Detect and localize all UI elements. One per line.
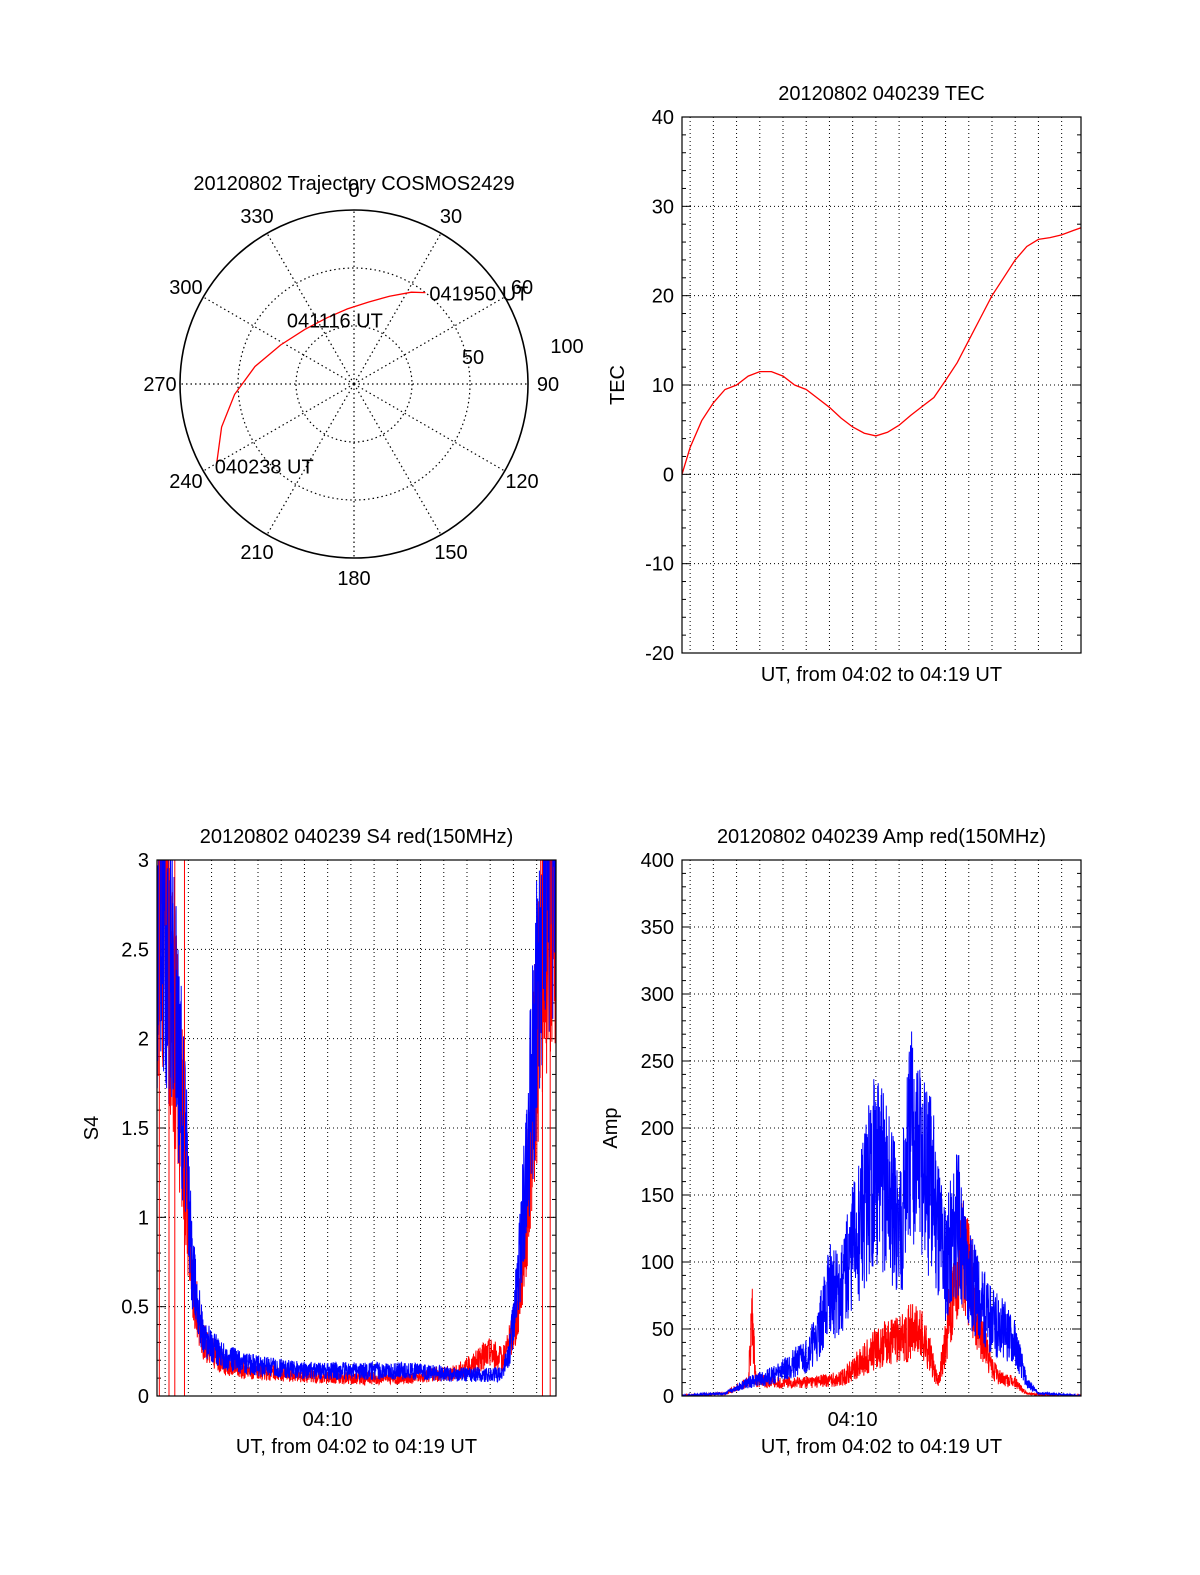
y-tick-label: 150: [641, 1185, 674, 1207]
y-tick-label: 2: [138, 1029, 149, 1051]
y-tick-label: 0: [663, 1386, 674, 1408]
y-tick-label: 3: [138, 850, 149, 872]
polar-outer-ring: [179, 209, 529, 559]
azimuth-label: 30: [440, 206, 462, 228]
polar-ring: [295, 325, 413, 443]
chart-title: 20120802 040239 S4 red(150MHz): [200, 826, 514, 848]
y-tick-label: 2.5: [121, 939, 149, 961]
y-tick-label: 200: [641, 1118, 674, 1140]
y-tick-label: 10: [652, 375, 674, 397]
polar-spoke: [203, 383, 355, 472]
y-axis-label: Amp: [600, 1107, 622, 1148]
polar-spoke: [353, 383, 505, 472]
radial-label: 100: [550, 336, 583, 358]
y-axis-label: TEC: [607, 365, 629, 405]
line-chart: 0 50 100 150 200 250 300 350 400 04:10 20120802 04…: [600, 826, 1082, 1458]
plot-frame: [156, 859, 557, 1397]
line-chart: 0 0.5 1 1.5 2 2.5 3 04:10 20120802 040239 S4 red…: [81, 826, 557, 1458]
chart-title: 20120802 040239 Amp red(150MHz): [717, 826, 1046, 848]
polar-ring: [237, 267, 471, 501]
azimuth-label: 150: [434, 542, 467, 564]
y-tick-label: 1.5: [121, 1118, 149, 1140]
series-line: [157, 860, 556, 1387]
y-tick-label: 400: [641, 850, 674, 872]
y-tick-label: 300: [641, 984, 674, 1006]
y-tick-label: -20: [645, 643, 674, 665]
x-axis-label: UT, from 04:02 to 04:19 UT: [761, 1436, 1002, 1458]
x-tick-label: 04:10: [303, 1409, 353, 1431]
polar-spoke: [353, 296, 505, 385]
azimuth-label: 270: [143, 374, 176, 396]
chart-title: 20120802 Trajectory COSMOS2429: [193, 173, 514, 195]
y-tick-label: 350: [641, 917, 674, 939]
chart-title: 20120802 040239 TEC: [778, 83, 984, 105]
azimuth-label: 120: [505, 471, 538, 493]
azimuth-label: 240: [169, 471, 202, 493]
azimuth-label: 60: [511, 277, 533, 299]
x-tick-label: 04:10: [828, 1409, 878, 1431]
y-tick-label: 50: [652, 1319, 674, 1341]
polar-spoke: [266, 383, 355, 535]
y-tick-label: -10: [645, 554, 674, 576]
line-chart: -20 -10 0 10 20 30 40 20120802 040239 TEC UT, fr…: [607, 83, 1082, 686]
y-tick-label: 0: [663, 464, 674, 486]
y-tick-label: 40: [652, 107, 674, 129]
y-tick-label: 30: [652, 196, 674, 218]
polar-spoke: [353, 233, 442, 385]
polar-spoke: [353, 383, 442, 535]
polar-spoke: [266, 233, 355, 385]
x-axis-label: UT, from 04:02 to 04:19 UT: [761, 664, 1002, 686]
series-line: [682, 227, 1081, 475]
y-tick-label: 1: [138, 1207, 149, 1229]
plot-frame: [681, 859, 1082, 1397]
azimuth-label: 180: [337, 568, 370, 590]
plot-frame: [681, 116, 1082, 654]
series-line: [682, 1031, 1081, 1396]
y-tick-label: 20: [652, 286, 674, 308]
trajectory-annotation: 041116 UT: [287, 310, 383, 332]
y-tick-label: 250: [641, 1051, 674, 1073]
series-line: [157, 860, 556, 1384]
radial-label: 50: [462, 347, 484, 369]
trajectory-line: [216, 291, 426, 464]
azimuth-label: 90: [537, 374, 559, 396]
polar-spoke: [203, 296, 355, 385]
trajectory-annotation: 040238 UT: [215, 456, 314, 478]
azimuth-label: 330: [240, 206, 273, 228]
azimuth-label: 0: [348, 180, 359, 202]
y-tick-label: 100: [641, 1252, 674, 1274]
y-tick-label: 0.5: [121, 1297, 149, 1319]
y-tick-label: 0: [138, 1386, 149, 1408]
x-axis-label: UT, from 04:02 to 04:19 UT: [236, 1436, 477, 1458]
azimuth-label: 210: [240, 542, 273, 564]
azimuth-label: 300: [169, 277, 202, 299]
trajectory-annotation: 041950 UT: [429, 284, 528, 306]
y-axis-label: S4: [81, 1116, 103, 1140]
